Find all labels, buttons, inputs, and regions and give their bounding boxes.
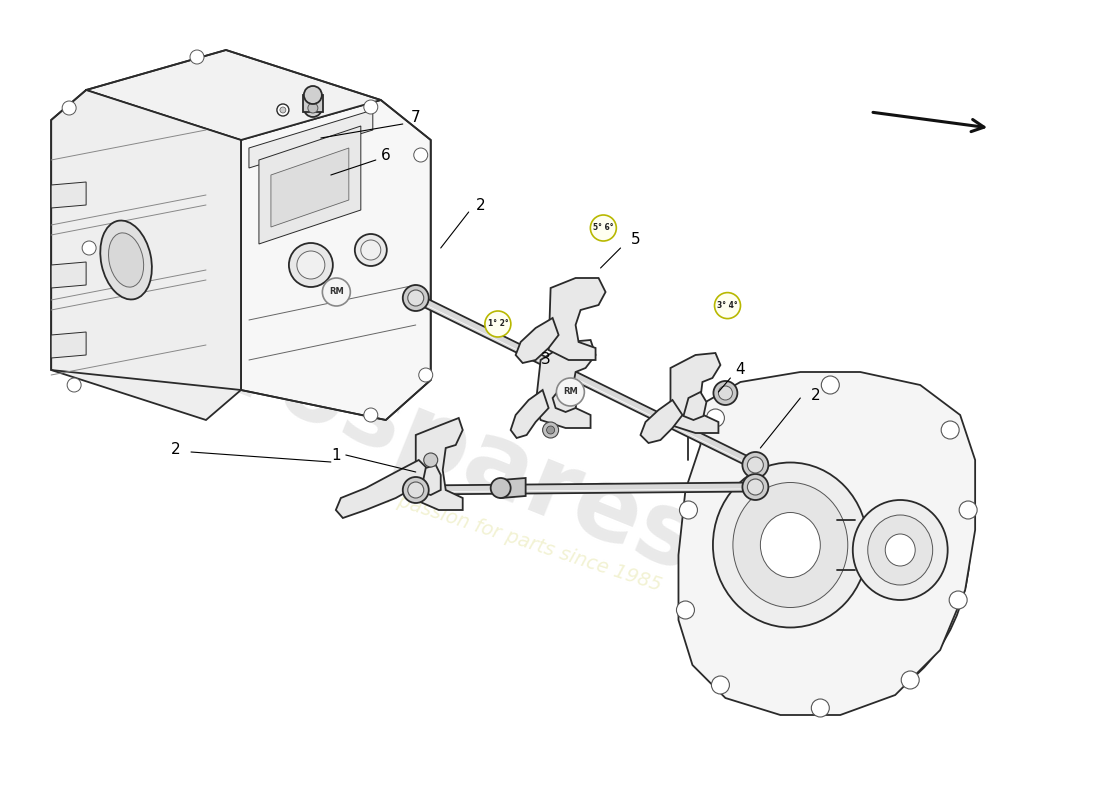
- Text: 2: 2: [811, 387, 821, 402]
- Circle shape: [714, 381, 737, 405]
- Text: eurospares: eurospares: [89, 266, 712, 594]
- Text: 6: 6: [381, 147, 390, 162]
- Circle shape: [547, 426, 554, 434]
- Ellipse shape: [868, 515, 933, 585]
- Circle shape: [747, 479, 763, 495]
- Circle shape: [676, 601, 694, 619]
- Polygon shape: [416, 482, 756, 494]
- Text: 5: 5: [630, 233, 640, 247]
- Ellipse shape: [100, 221, 152, 299]
- Circle shape: [355, 234, 387, 266]
- Circle shape: [942, 421, 959, 439]
- Circle shape: [491, 478, 510, 498]
- Circle shape: [742, 452, 769, 478]
- Text: RM: RM: [329, 287, 343, 297]
- Circle shape: [308, 103, 318, 113]
- Circle shape: [706, 409, 725, 427]
- Circle shape: [959, 501, 977, 519]
- Text: a passion for parts since 1985: a passion for parts since 1985: [377, 486, 663, 594]
- Circle shape: [812, 699, 829, 717]
- Polygon shape: [683, 392, 706, 420]
- Polygon shape: [336, 460, 429, 518]
- Circle shape: [67, 378, 81, 392]
- Circle shape: [364, 100, 377, 114]
- Polygon shape: [679, 372, 975, 715]
- Circle shape: [289, 243, 333, 287]
- Polygon shape: [516, 318, 559, 363]
- Text: 3: 3: [541, 353, 550, 367]
- Circle shape: [304, 99, 322, 117]
- Circle shape: [408, 482, 424, 498]
- Polygon shape: [552, 382, 579, 412]
- Circle shape: [718, 386, 733, 400]
- Polygon shape: [86, 50, 381, 140]
- Circle shape: [712, 676, 729, 694]
- Circle shape: [82, 241, 96, 255]
- Polygon shape: [52, 90, 241, 420]
- Circle shape: [715, 293, 740, 318]
- Circle shape: [361, 240, 381, 260]
- Polygon shape: [241, 100, 431, 420]
- Circle shape: [190, 50, 204, 64]
- Circle shape: [822, 376, 839, 394]
- Polygon shape: [52, 182, 86, 208]
- Polygon shape: [671, 353, 720, 433]
- Circle shape: [364, 408, 377, 422]
- Ellipse shape: [109, 233, 144, 287]
- Circle shape: [322, 278, 350, 306]
- Circle shape: [901, 671, 920, 689]
- Polygon shape: [640, 400, 682, 443]
- Polygon shape: [549, 278, 605, 360]
- Polygon shape: [510, 390, 549, 438]
- Circle shape: [742, 474, 769, 500]
- Ellipse shape: [852, 500, 948, 600]
- Polygon shape: [302, 95, 323, 112]
- Circle shape: [62, 101, 76, 115]
- Text: 3° 4°: 3° 4°: [717, 301, 738, 310]
- Polygon shape: [536, 340, 595, 428]
- Circle shape: [949, 591, 967, 609]
- Ellipse shape: [733, 482, 848, 607]
- Ellipse shape: [760, 513, 821, 578]
- Text: 2: 2: [476, 198, 485, 213]
- Ellipse shape: [886, 534, 915, 566]
- Text: 1° 2°: 1° 2°: [487, 319, 508, 329]
- Polygon shape: [421, 465, 441, 495]
- Polygon shape: [416, 418, 463, 510]
- Polygon shape: [249, 110, 373, 168]
- Ellipse shape: [691, 380, 970, 710]
- Circle shape: [304, 86, 322, 104]
- Circle shape: [279, 107, 286, 113]
- Circle shape: [408, 290, 424, 306]
- Text: 7: 7: [411, 110, 420, 126]
- Text: 4: 4: [736, 362, 745, 378]
- Circle shape: [403, 477, 429, 503]
- Circle shape: [591, 215, 616, 241]
- Circle shape: [680, 501, 697, 519]
- Circle shape: [403, 285, 429, 311]
- Circle shape: [414, 148, 428, 162]
- Polygon shape: [52, 332, 86, 358]
- Text: 2: 2: [172, 442, 180, 458]
- Text: RM: RM: [563, 387, 578, 397]
- Circle shape: [542, 422, 559, 438]
- Circle shape: [419, 368, 432, 382]
- Ellipse shape: [713, 462, 868, 627]
- Circle shape: [297, 251, 324, 279]
- Circle shape: [277, 104, 289, 116]
- Circle shape: [557, 378, 584, 406]
- Polygon shape: [258, 126, 361, 244]
- Polygon shape: [500, 478, 526, 498]
- Text: 5° 6°: 5° 6°: [593, 223, 614, 233]
- Circle shape: [485, 311, 510, 337]
- Polygon shape: [52, 262, 86, 288]
- Polygon shape: [271, 148, 349, 227]
- Polygon shape: [414, 294, 758, 469]
- Circle shape: [747, 457, 763, 473]
- Circle shape: [424, 453, 438, 467]
- Text: 1: 1: [331, 447, 341, 462]
